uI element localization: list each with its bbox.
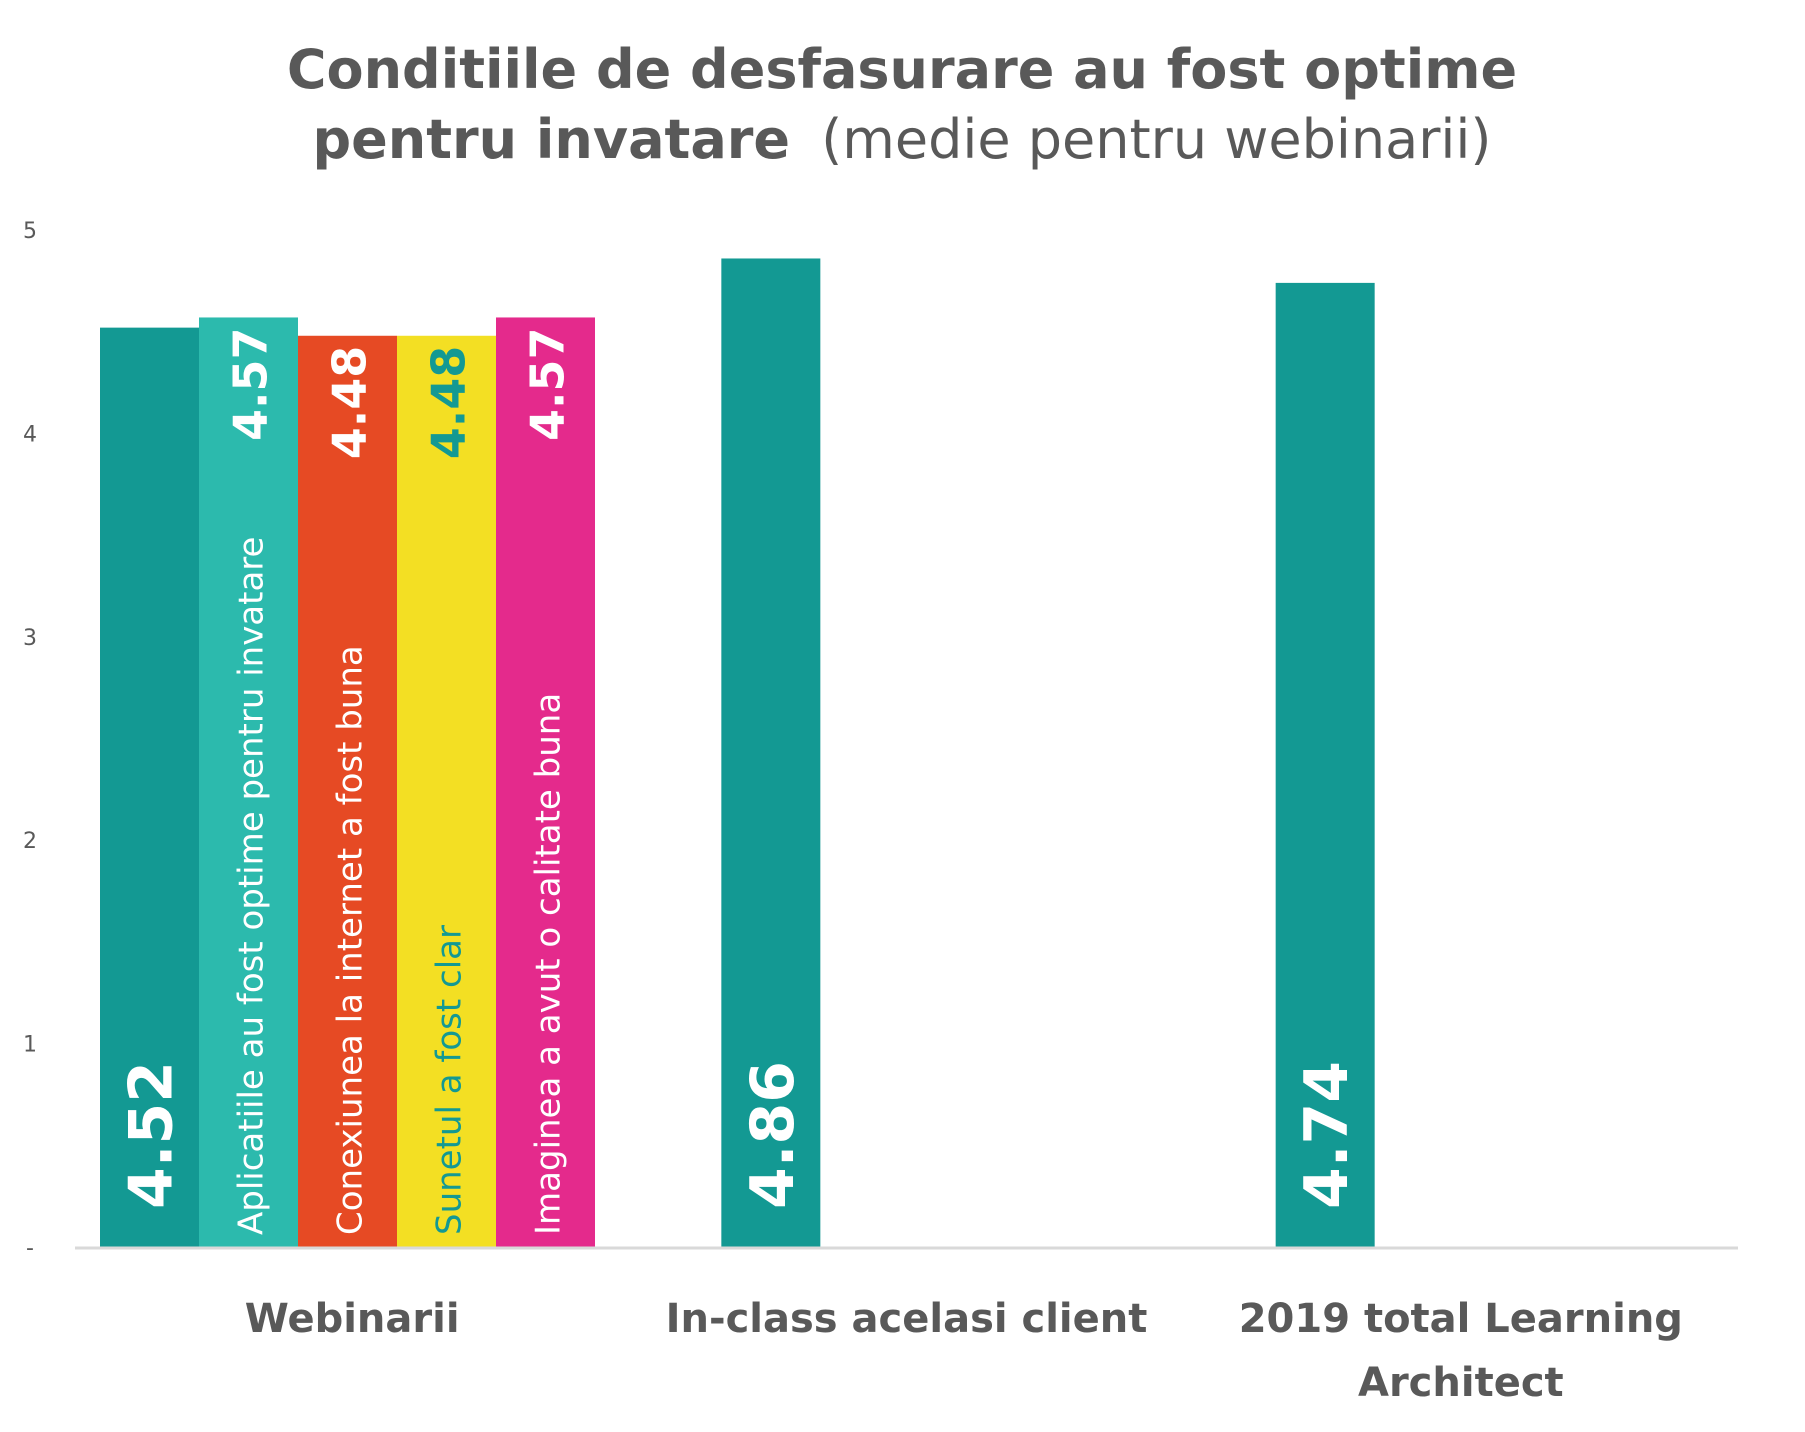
y-tick-label: 3: [23, 626, 37, 651]
chart-title-line2: pentru invatare (medie pentru webinarii): [313, 108, 1492, 171]
x-category-label: Architect: [1358, 1360, 1564, 1406]
bar-webinarii-3: [397, 335, 496, 1247]
x-category-label: 2019 total Learning: [1239, 1296, 1683, 1342]
bar-in-class-acelasi-client-0: [721, 258, 821, 1247]
bar-series-label: Aplicatiile au fost optime pentru invata…: [232, 537, 272, 1235]
bar-webinarii-4: [496, 317, 595, 1247]
bar-value-label: 4.74: [1292, 1061, 1362, 1209]
bar-webinarii-0: [100, 327, 199, 1248]
x-axis: Webinarii In-class acelasi client 2019 tot…: [75, 1246, 1738, 1406]
bar-2019-total-learning-architect-0: [1275, 282, 1375, 1247]
bar-webinarii-2: [298, 335, 397, 1247]
x-category-label: Webinarii: [245, 1296, 460, 1342]
y-axis: - 1 2 3 4 5: [23, 219, 37, 1261]
bar-series-label: Conexiunea la internet a fost buna: [331, 645, 371, 1235]
bar-value-label: 4.52: [117, 1061, 187, 1209]
y-tick-label: 1: [23, 1033, 37, 1058]
y-tick-label: 4: [23, 422, 37, 447]
y-tick-label: 2: [23, 829, 37, 854]
bar-series-label: Sunetul a fost clar: [430, 925, 470, 1235]
bar-webinarii-1: [199, 317, 298, 1247]
bar-value-label: 4.57: [521, 327, 575, 441]
chart-title: Conditiile de desfasurare au fost optime: [287, 38, 1517, 101]
chart-subtitle: (medie pentru webinarii): [821, 108, 1491, 171]
chart-title-bold-part: pentru invatare: [313, 108, 791, 171]
bars-layer: 4.52 4.57 Aplicatiile au fost optime pentr…: [100, 258, 1375, 1248]
bar-value-label: 4.86: [738, 1061, 808, 1209]
bar-series-label: Imaginea a avut o calitate buna: [529, 693, 569, 1235]
bar-value-label: 4.57: [224, 327, 278, 441]
y-tick-label: -: [26, 1236, 34, 1261]
bar-value-label: 4.48: [323, 346, 377, 460]
x-category-label: In-class acelasi client: [666, 1296, 1148, 1342]
y-tick-label: 5: [23, 219, 37, 244]
bar-value-label: 4.48: [422, 346, 476, 460]
